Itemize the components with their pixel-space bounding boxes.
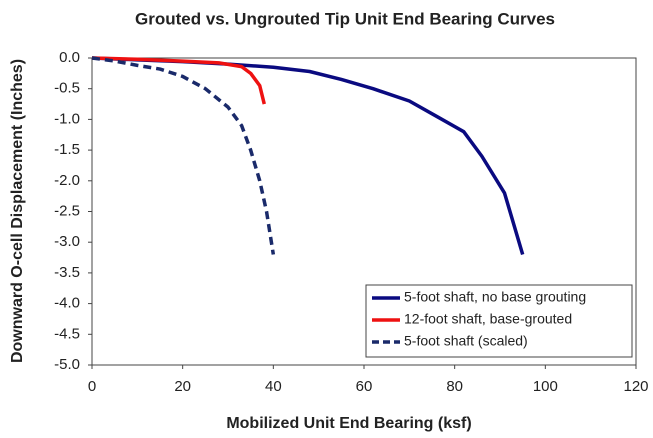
y-tick-label: 0.0 <box>59 49 80 66</box>
x-tick-label: 120 <box>623 378 648 395</box>
legend-box <box>365 284 633 358</box>
x-tick-label: 0 <box>88 378 96 395</box>
x-axis-label: Mobilized Unit End Bearing (ksf) <box>226 415 471 432</box>
y-tick-label: -0.5 <box>54 80 80 97</box>
y-tick-label: -2.0 <box>54 172 80 189</box>
y-tick-label: -4.5 <box>54 325 80 342</box>
y-tick-label: -1.5 <box>54 141 80 158</box>
y-tick-label: -2.5 <box>54 202 80 219</box>
series-line <box>91 56 276 255</box>
y-tick-label: -3.0 <box>54 233 80 250</box>
legend-label: 12-foot shaft, base-grouted <box>404 311 572 327</box>
y-tick-label: -5.0 <box>54 356 80 373</box>
x-tick-label: 80 <box>446 378 463 395</box>
x-tick-label: 60 <box>356 378 373 395</box>
series-line <box>91 56 525 255</box>
legend-label: 5-foot shaft, no base grouting <box>404 289 586 305</box>
chart-title: Grouted vs. Ungrouted Tip Unit End Beari… <box>135 9 555 28</box>
y-axis-label: Downward O-cell Displacement (Inches) <box>9 59 26 363</box>
x-tick-label: 20 <box>174 378 191 395</box>
y-tick-label: -1.0 <box>54 110 80 127</box>
y-tick-label: -4.0 <box>54 295 80 312</box>
x-tick-label: 100 <box>533 378 558 395</box>
legend-label: 5-foot shaft (scaled) <box>404 333 528 349</box>
series-line <box>91 56 266 105</box>
x-tick-label: 40 <box>265 378 282 395</box>
y-tick-label: -3.5 <box>54 264 80 281</box>
